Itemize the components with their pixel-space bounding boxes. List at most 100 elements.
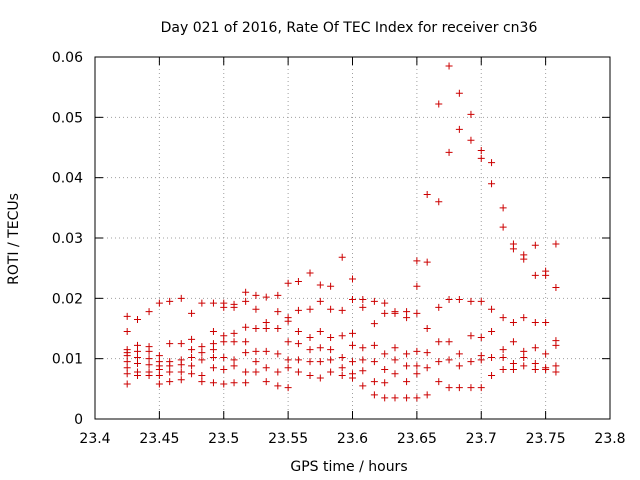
data-point <box>316 344 324 352</box>
data-point <box>445 296 453 304</box>
data-point <box>403 314 411 322</box>
data-point <box>155 352 163 360</box>
data-point <box>145 361 153 369</box>
data-point <box>230 329 238 337</box>
x-tick-label: 23.5 <box>208 431 239 447</box>
data-point <box>133 315 141 323</box>
data-point <box>413 394 421 402</box>
data-point <box>403 362 411 370</box>
data-point <box>188 335 196 343</box>
data-point <box>542 350 550 358</box>
data-point <box>542 271 550 279</box>
data-point <box>488 372 496 380</box>
data-point <box>166 297 174 305</box>
data-point <box>359 296 367 304</box>
data-point <box>242 368 250 376</box>
data-point <box>133 353 141 361</box>
data-point <box>499 314 507 322</box>
data-point <box>370 297 378 305</box>
data-point <box>349 341 356 349</box>
data-point <box>230 379 238 387</box>
data-point <box>242 338 250 346</box>
data-point <box>520 255 528 263</box>
data-point <box>423 391 431 399</box>
data-point <box>166 368 174 376</box>
data-point <box>531 366 539 374</box>
data-point <box>198 349 206 357</box>
data-point <box>381 350 389 358</box>
data-point <box>423 191 431 199</box>
data-point <box>242 349 250 357</box>
data-point <box>445 338 453 346</box>
data-point <box>338 332 346 340</box>
data-point <box>284 279 292 287</box>
data-point <box>198 378 206 386</box>
data-point <box>294 277 302 285</box>
y-tick-label: 0.01 <box>52 352 83 368</box>
data-point <box>349 275 356 283</box>
data-point <box>381 299 389 307</box>
chart-title: Day 021 of 2016, Rate Of TEC Index for r… <box>161 20 538 36</box>
data-point <box>359 344 367 352</box>
data-point <box>413 347 421 355</box>
x-tick-label: 23.55 <box>268 431 308 447</box>
data-point <box>123 380 131 388</box>
data-point <box>274 350 282 358</box>
data-point <box>467 358 475 366</box>
data-point <box>520 314 528 322</box>
data-point <box>133 372 141 380</box>
data-point <box>274 291 282 299</box>
data-point <box>262 318 270 326</box>
data-point <box>242 297 250 305</box>
data-point <box>403 394 411 402</box>
y-tick-label: 0 <box>74 412 83 428</box>
data-point <box>435 378 443 386</box>
data-point <box>381 379 389 387</box>
data-point <box>391 370 399 378</box>
data-point <box>531 271 539 279</box>
data-point <box>262 325 270 332</box>
data-point <box>391 309 399 317</box>
data-point <box>188 370 196 378</box>
data-point <box>477 356 485 364</box>
data-point <box>552 240 560 248</box>
data-point <box>327 346 335 354</box>
data-point <box>145 347 153 355</box>
data-point <box>455 296 463 304</box>
data-point <box>391 356 399 364</box>
data-point <box>306 346 314 354</box>
data-point <box>294 328 302 336</box>
data-point <box>455 89 463 97</box>
data-point <box>230 362 238 370</box>
data-point <box>220 303 228 311</box>
data-point <box>370 341 378 349</box>
data-point <box>123 352 131 360</box>
data-point <box>338 353 346 361</box>
data-point <box>381 366 389 374</box>
y-tick-label: 0.06 <box>52 50 83 66</box>
data-point <box>220 332 228 340</box>
data-point <box>123 370 131 378</box>
data-point <box>209 340 217 348</box>
data-point <box>155 299 163 307</box>
x-axis-label: GPS time / hours <box>290 459 407 475</box>
data-point <box>370 358 378 366</box>
data-point <box>488 353 496 361</box>
data-point <box>316 358 324 366</box>
data-point <box>230 338 238 346</box>
data-point <box>413 282 421 290</box>
data-point <box>499 353 507 361</box>
data-point <box>403 378 411 386</box>
data-point <box>209 328 217 336</box>
data-point <box>252 325 260 332</box>
data-point <box>242 288 250 296</box>
data-point <box>435 100 443 108</box>
data-point <box>198 372 206 380</box>
data-point <box>316 374 324 382</box>
data-point <box>531 318 539 326</box>
data-point <box>413 362 421 370</box>
x-axis-ticks: 23.4 23.45 23.5 23.55 23.6 23.65 23.7 23.75 23.8 <box>79 57 626 447</box>
data-point <box>177 361 185 369</box>
data-point <box>423 258 431 266</box>
